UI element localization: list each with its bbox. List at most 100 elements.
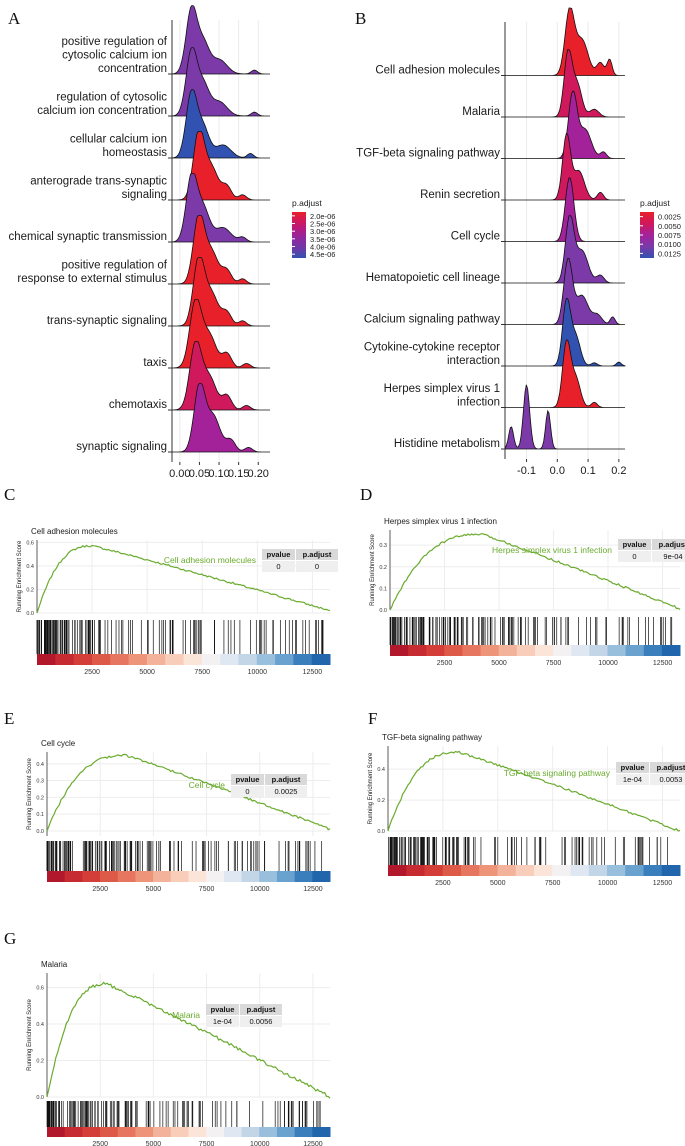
pathway-label: Malaria <box>172 1010 200 1020</box>
ranked-list-segment <box>293 654 313 665</box>
x-tick-label: 5000 <box>146 1141 162 1146</box>
gene-hit-marks <box>46 1101 321 1127</box>
padjust-header: p.adjust <box>303 550 332 559</box>
table-value-cell <box>240 1016 282 1027</box>
ranked-list-segment <box>91 654 111 665</box>
ridge-density <box>505 298 626 367</box>
x-tick-label: 10000 <box>598 660 618 667</box>
x-tick-label: 0.2 <box>611 465 626 477</box>
x-tick-label: 12500 <box>303 1141 323 1146</box>
ranked-list-segment <box>607 865 626 876</box>
enrichment-score-line <box>46 753 331 832</box>
ranked-list-segment <box>206 1127 225 1137</box>
enrichment-score-line <box>36 544 331 614</box>
ranked-list-segment <box>259 871 278 882</box>
ridge-density <box>505 49 625 118</box>
ranked-list-segment <box>406 865 425 876</box>
ranked-list-segment <box>497 865 517 876</box>
ranked-list-segment <box>165 654 184 665</box>
ranked-list-segment <box>571 645 590 656</box>
padjust-header: p.adjust <box>247 1005 276 1014</box>
table-header-cell <box>240 1004 282 1015</box>
legend-tick-label: 3.0e-06 <box>310 227 335 236</box>
ranked-list-segment <box>188 1127 207 1137</box>
x-tick-label: 12500 <box>653 660 673 667</box>
category-label: Herpes simplex virus 1 <box>384 383 500 395</box>
category-label: Cell adhesion molecules <box>375 65 500 77</box>
y-axis-label: Running Enrichment Score <box>27 998 33 1070</box>
y-axis-label: Running Enrichment Score <box>368 752 374 824</box>
legend-tick-label: 0.0050 <box>658 222 681 231</box>
ranked-list-segment <box>444 645 463 656</box>
pvalue-value: 0 <box>276 562 280 571</box>
panel-letter-e: E <box>4 709 14 728</box>
gene-hit-marks <box>36 620 324 654</box>
x-tick-label: 12500 <box>653 880 673 887</box>
enrichment-score-line <box>389 532 681 611</box>
table-header-cell <box>262 549 295 560</box>
x-tick-label: 7500 <box>545 880 561 887</box>
category-label: Malaria <box>462 106 500 118</box>
ranked-list-segment <box>73 654 93 665</box>
y-tick-label: 0.3 <box>36 779 44 785</box>
ranked-list-segment <box>153 1127 172 1137</box>
table-header-cell <box>652 539 685 550</box>
ranked-list-segment <box>442 865 462 876</box>
legend-tick-label: 0.0100 <box>658 240 681 249</box>
ranked-list-segment <box>220 654 239 665</box>
table-value-cell <box>231 786 264 797</box>
ranked-list-segment <box>201 654 221 665</box>
table-header-cell <box>206 1004 239 1015</box>
ridgeline-chart-A: 0.000.050.100.150.20 positive regulation … <box>8 5 335 480</box>
y-tick-label: 0.0 <box>379 608 387 614</box>
y-tick-label: 0.2 <box>379 565 387 571</box>
legend-tick-label: 0.0075 <box>658 231 681 240</box>
x-tick-label: 10000 <box>598 880 618 887</box>
table-header-cell <box>231 774 264 785</box>
ranked-list-segment <box>643 865 663 876</box>
ranked-list-segment <box>625 645 645 656</box>
category-label: anterograde trans-synaptic <box>30 176 167 188</box>
ranked-list-segment <box>170 871 189 882</box>
gsea-title: Cell adhesion molecules <box>31 527 118 536</box>
x-tick-label: 0.0 <box>550 465 565 477</box>
gsea-title: Herpes simplex virus 1 infection <box>384 517 497 526</box>
ranked-list-segment <box>534 865 553 876</box>
padjust-header: p.adjust <box>272 775 301 784</box>
ranked-list-segment <box>241 871 260 882</box>
legend-tick-label: 2.0e-06 <box>310 212 335 221</box>
pathway-label: TGF-beta signaling pathway <box>504 768 611 778</box>
padjust-value: 9e-04 <box>663 552 682 561</box>
ridge-density <box>172 383 270 453</box>
ranked-list-segment <box>100 1127 119 1137</box>
ridge-density <box>505 339 625 408</box>
pvalue-value: 1e-04 <box>213 1017 232 1026</box>
y-tick-label: 0.3 <box>379 543 387 549</box>
panel-letter-a: A <box>8 9 21 28</box>
x-tick-label: 10000 <box>250 886 270 893</box>
category-label: Cytokine-cytokine receptor <box>364 342 500 354</box>
ridgeline-chart-B: -0.1 0.0 0.1 0.2 Cell adhesion molecules Mala… <box>356 7 681 477</box>
table-value-cell <box>652 551 685 562</box>
category-label: infection <box>457 397 500 409</box>
ranked-list-segment <box>117 1127 136 1137</box>
enrichment-score-line <box>387 750 681 832</box>
y-axis-label: Running Enrichment Score <box>27 757 33 829</box>
ridge-density <box>505 7 625 76</box>
y-tick-label: 0.0 <box>26 611 34 617</box>
y-tick-label: 0.6 <box>26 540 34 546</box>
ranked-list-segment <box>37 654 56 665</box>
pvalue-header: pvalue <box>236 775 260 784</box>
x-tick-label: 7500 <box>546 660 562 667</box>
table-value-cell <box>650 774 685 785</box>
category-label: Renin secretion <box>420 189 500 201</box>
table-value-cell <box>265 786 307 797</box>
category-label: positive regulation of <box>62 260 168 272</box>
ranked-list-segment <box>276 1127 296 1137</box>
ranked-list-segment <box>206 871 225 882</box>
ranked-list-segment <box>135 1127 154 1137</box>
ridge-density <box>505 177 625 242</box>
y-tick-label: 0.1 <box>379 586 387 592</box>
padjust-header: p.adjust <box>659 540 685 549</box>
